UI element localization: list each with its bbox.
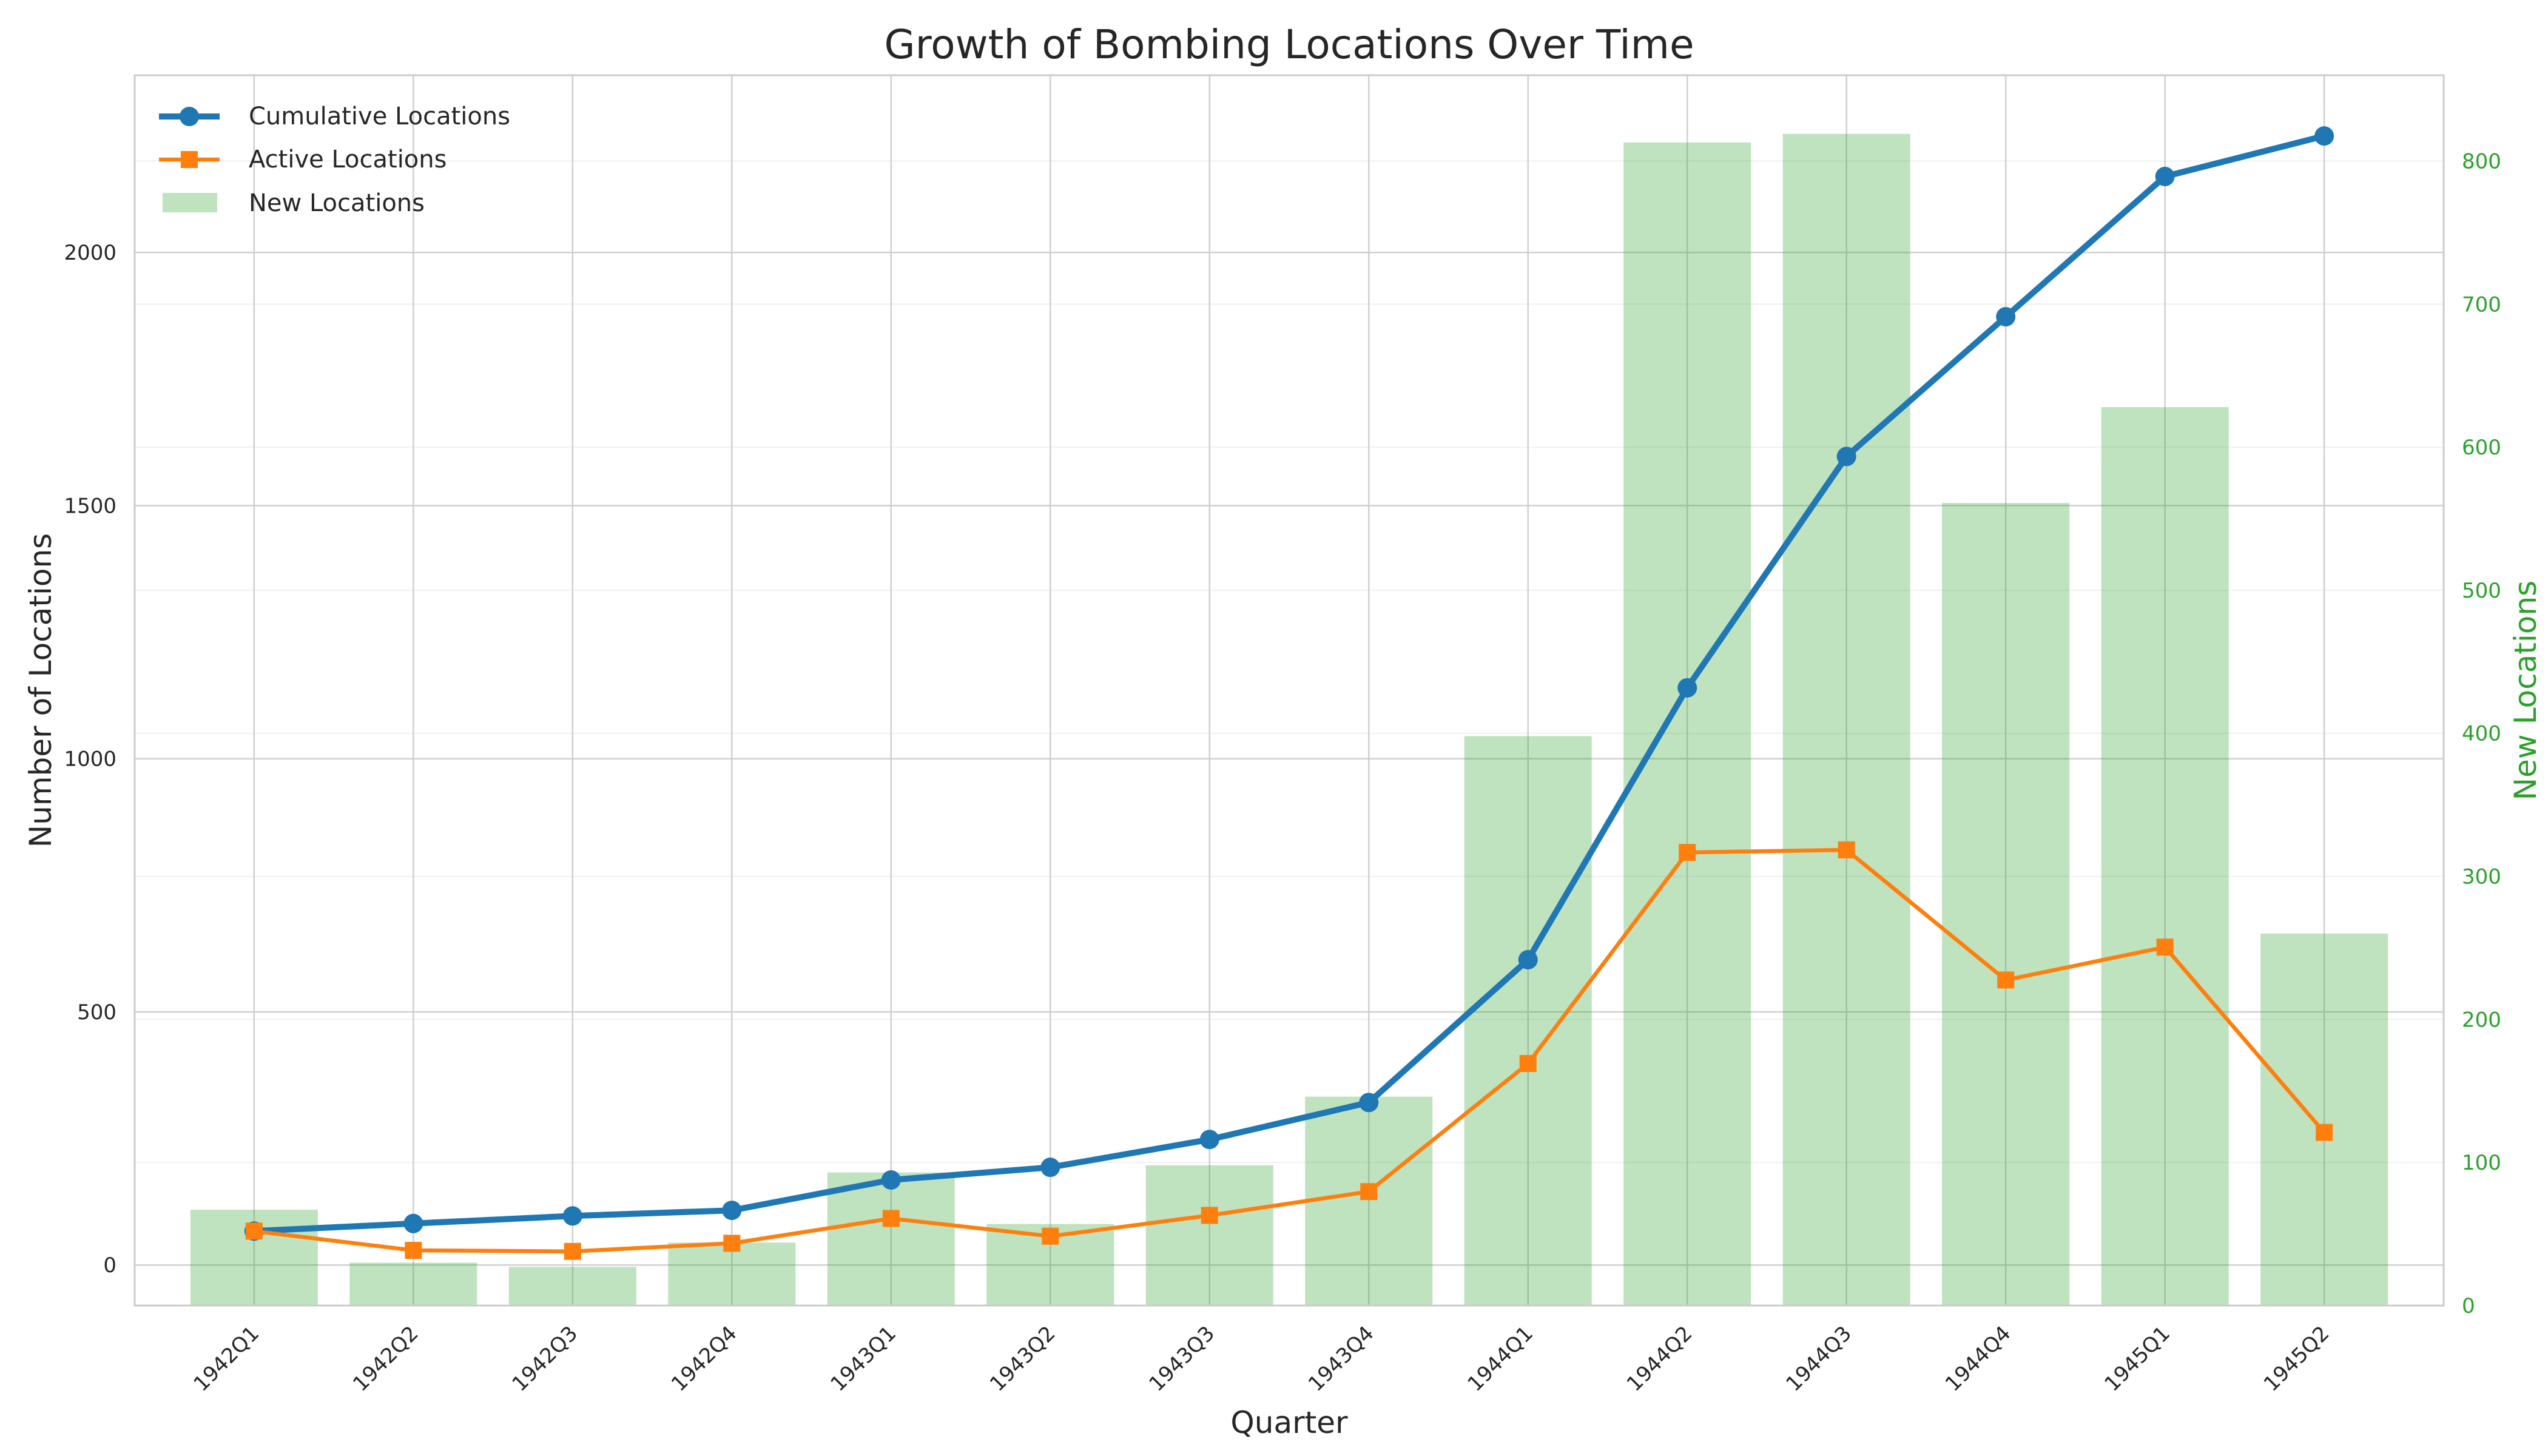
point-cumulative-1944Q3 xyxy=(1836,447,1856,467)
y2-tick-label-400: 400 xyxy=(2462,722,2501,746)
point-active-1943Q4 xyxy=(1360,1183,1378,1201)
point-cumulative-1943Q4 xyxy=(1359,1093,1379,1113)
legend-marker-cumulative xyxy=(180,107,199,126)
legend-label-active: Active Locations xyxy=(249,146,447,174)
bar-layer xyxy=(190,133,2388,1306)
point-active-1943Q2 xyxy=(1042,1227,1059,1245)
bar-new-locations-1943Q3 xyxy=(1145,1165,1273,1306)
point-cumulative-1942Q4 xyxy=(722,1201,742,1221)
point-active-1942Q2 xyxy=(405,1242,422,1259)
point-active-1945Q2 xyxy=(2316,1124,2333,1141)
bar-new-locations-1943Q1 xyxy=(827,1172,955,1306)
point-active-1942Q3 xyxy=(564,1242,581,1260)
chart-title: Growth of Bombing Locations Over Time xyxy=(884,21,1694,68)
point-active-1942Q1 xyxy=(245,1222,263,1240)
point-cumulative-1943Q3 xyxy=(1199,1130,1219,1150)
y2-tick-label-300: 300 xyxy=(2462,865,2501,889)
y-tick-label-1000: 1000 xyxy=(64,747,116,772)
point-active-1944Q4 xyxy=(1997,971,2015,989)
point-active-1944Q3 xyxy=(1838,841,1855,858)
left-axis-ticks: 0 500 1000 1500 2000 xyxy=(64,241,116,1278)
legend-label-new: New Locations xyxy=(249,189,425,217)
y2-tick-label-700: 700 xyxy=(2462,292,2501,317)
point-cumulative-1945Q2 xyxy=(2314,126,2334,146)
y-tick-label-0: 0 xyxy=(103,1253,116,1278)
y-tick-label-2000: 2000 xyxy=(64,241,116,265)
y2-tick-label-500: 500 xyxy=(2462,579,2501,603)
legend-item-active: Active Locations xyxy=(159,146,447,174)
point-active-1943Q1 xyxy=(882,1210,900,1227)
bar-new-locations-1944Q2 xyxy=(1623,142,1751,1306)
legend-swatch-new xyxy=(163,193,217,212)
bar-new-locations-1942Q2 xyxy=(349,1262,477,1306)
point-cumulative-1945Q1 xyxy=(2155,166,2175,186)
point-cumulative-1944Q1 xyxy=(1518,949,1538,969)
point-cumulative-1944Q2 xyxy=(1677,678,1697,698)
point-cumulative-1943Q2 xyxy=(1040,1158,1060,1178)
plot-background xyxy=(135,75,2444,1306)
plot-frame xyxy=(133,74,2445,1307)
y2-tick-label-600: 600 xyxy=(2462,436,2501,460)
y-axis-title-right: New Locations xyxy=(2508,581,2543,800)
legend: Cumulative Locations Active Locations Ne… xyxy=(159,103,510,217)
point-active-1942Q4 xyxy=(723,1235,741,1252)
y-axis-title: Number of Locations xyxy=(23,533,58,848)
right-axis-ticks: 0 100 200 300 400 500 600 700 800 xyxy=(2462,149,2501,1318)
bar-new-locations-1942Q3 xyxy=(508,1267,636,1306)
y2-tick-label-100: 100 xyxy=(2462,1151,2501,1175)
bar-new-locations-1944Q1 xyxy=(1464,736,1592,1306)
bar-new-locations-1944Q3 xyxy=(1782,133,1910,1306)
bar-new-locations-1945Q2 xyxy=(2260,933,2388,1306)
point-active-1944Q1 xyxy=(1519,1055,1537,1073)
point-active-1943Q3 xyxy=(1201,1207,1218,1224)
point-active-1945Q1 xyxy=(2156,939,2174,956)
bar-new-locations-1942Q4 xyxy=(668,1242,796,1306)
bar-new-locations-1943Q4 xyxy=(1305,1096,1433,1306)
line-active-locations xyxy=(252,848,2327,1253)
legend-marker-active xyxy=(181,151,198,168)
y-tick-label-500: 500 xyxy=(77,1000,116,1025)
bar-new-locations-1944Q4 xyxy=(1942,503,2070,1306)
x-axis-title: Quarter xyxy=(1230,1405,1348,1440)
line-layer xyxy=(244,126,2334,1260)
y-tick-label-1500: 1500 xyxy=(64,494,116,518)
y2-tick-label-200: 200 xyxy=(2462,1008,2501,1032)
point-active-1944Q2 xyxy=(1679,844,1696,861)
line-cumulative-locations xyxy=(251,133,2328,1235)
point-cumulative-1942Q3 xyxy=(562,1206,582,1226)
bar-new-locations-1945Q1 xyxy=(2101,407,2229,1306)
legend-label-cumulative: Cumulative Locations xyxy=(249,103,510,130)
point-cumulative-1942Q2 xyxy=(403,1213,423,1233)
point-cumulative-1943Q1 xyxy=(881,1170,901,1190)
y2-tick-label-800: 800 xyxy=(2462,149,2501,174)
point-cumulative-1944Q4 xyxy=(1996,307,2016,327)
y2-tick-label-0: 0 xyxy=(2462,1294,2475,1318)
legend-item-new: New Locations xyxy=(163,189,425,217)
legend-item-cumulative: Cumulative Locations xyxy=(159,103,510,130)
